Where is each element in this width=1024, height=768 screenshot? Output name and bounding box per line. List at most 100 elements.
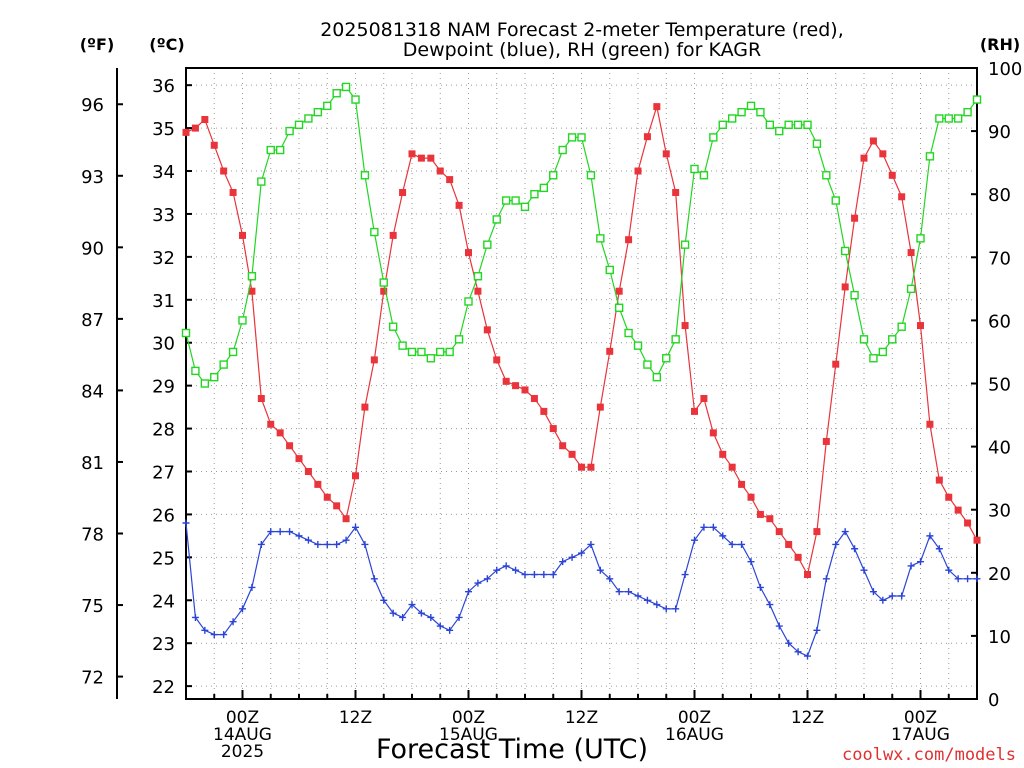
celsius-tick-label: 29 bbox=[152, 377, 175, 398]
dewpoint-point bbox=[653, 601, 661, 609]
temperature-point bbox=[625, 236, 633, 244]
rh-tick-label: 100 bbox=[988, 59, 1022, 80]
rh-point bbox=[275, 145, 285, 155]
rh-point bbox=[953, 114, 963, 123]
temperature-point bbox=[935, 476, 943, 484]
temperature-point bbox=[276, 429, 284, 437]
rh-point bbox=[963, 107, 972, 117]
rh-point bbox=[916, 234, 925, 243]
watermark: coolwx.com/models bbox=[842, 745, 1016, 765]
rh-point bbox=[323, 101, 332, 111]
dewpoint-point bbox=[662, 605, 670, 613]
dewpoint-point bbox=[681, 571, 689, 579]
rh-point bbox=[370, 227, 379, 237]
temperature-point bbox=[907, 249, 915, 257]
rh-point bbox=[219, 360, 228, 369]
rh-point bbox=[445, 347, 454, 357]
rh-point bbox=[417, 347, 426, 357]
dewpoint-point bbox=[719, 532, 727, 540]
temperature-point bbox=[691, 407, 698, 415]
rh-point bbox=[492, 215, 501, 224]
rh-point bbox=[388, 322, 398, 331]
temperature-point bbox=[898, 193, 906, 201]
temperature-point bbox=[766, 515, 774, 523]
dewpoint-point bbox=[304, 536, 312, 544]
dewpoint-point bbox=[342, 536, 350, 544]
dewpoint-point bbox=[869, 588, 877, 596]
temperature-point bbox=[446, 176, 454, 184]
rh-point bbox=[454, 335, 464, 344]
dewpoint-point bbox=[408, 601, 416, 609]
rh-point bbox=[840, 246, 850, 256]
dewpoint-point bbox=[286, 528, 294, 536]
dewpoint-point bbox=[766, 601, 774, 609]
temperature-point bbox=[841, 283, 849, 291]
dewpoint-point bbox=[738, 540, 746, 548]
rh-point bbox=[351, 95, 360, 104]
dewpoint-point bbox=[756, 583, 764, 591]
rh-point bbox=[605, 265, 614, 275]
rh-point bbox=[558, 145, 567, 155]
dewpoint-point bbox=[267, 528, 275, 536]
temperature-line bbox=[185, 106, 978, 577]
rh-series bbox=[181, 82, 982, 388]
dewpoint-point bbox=[295, 532, 303, 540]
rh-point bbox=[869, 354, 878, 363]
temperature-point bbox=[643, 133, 651, 141]
temperature-point bbox=[832, 360, 840, 368]
fahrenheit-tick-label: 87 bbox=[81, 310, 104, 331]
rh-point bbox=[313, 107, 323, 117]
time-tick-label: 12Z bbox=[791, 708, 824, 728]
temperature-point bbox=[672, 188, 680, 196]
dewpoint-point bbox=[634, 592, 642, 600]
dewpoint-point bbox=[775, 622, 783, 630]
celsius-tick-label: 35 bbox=[152, 119, 175, 140]
dewpoint-point bbox=[625, 588, 633, 596]
rh-point bbox=[878, 347, 888, 357]
fahrenheit-tick-label: 96 bbox=[81, 95, 104, 116]
celsius-tick-label: 34 bbox=[152, 162, 175, 183]
temperature-point bbox=[521, 386, 529, 394]
fahrenheit-tick-label: 90 bbox=[81, 238, 104, 259]
dewpoint-point bbox=[578, 549, 585, 557]
rh-point bbox=[257, 177, 266, 186]
rh-point bbox=[294, 120, 304, 129]
rh-line bbox=[185, 86, 978, 385]
rh-point bbox=[662, 354, 671, 363]
dewpoint-point bbox=[455, 613, 463, 621]
celsius-tick-label: 26 bbox=[152, 505, 175, 526]
dewpoint-point bbox=[512, 566, 520, 574]
rh-point bbox=[501, 196, 511, 205]
temperature-point bbox=[945, 493, 953, 501]
dewpoint-point bbox=[700, 523, 708, 531]
rh-point bbox=[247, 272, 257, 281]
rh-point bbox=[539, 183, 549, 193]
dewpoint-point bbox=[248, 583, 256, 591]
dewpoint-point bbox=[728, 540, 736, 548]
time-tick-label: 12Z bbox=[339, 708, 372, 728]
celsius-tick-label: 23 bbox=[152, 634, 175, 655]
rh-tick-label: 50 bbox=[988, 375, 1011, 396]
rh-point bbox=[690, 164, 699, 174]
rh-point bbox=[925, 152, 935, 161]
celsius-tick-label: 36 bbox=[152, 76, 175, 97]
temperature-point bbox=[869, 137, 877, 145]
dewpoint-point bbox=[587, 540, 595, 548]
fahrenheit-tick-label: 75 bbox=[81, 596, 104, 617]
rh-point bbox=[906, 284, 916, 294]
dewpoint-point bbox=[182, 519, 190, 527]
rh-tick-label: 10 bbox=[988, 627, 1011, 648]
temperature-point bbox=[191, 124, 199, 132]
rh-tick-label: 70 bbox=[988, 248, 1011, 269]
temperature-point bbox=[662, 150, 670, 158]
rh-tick-label: 60 bbox=[988, 311, 1011, 332]
dewpoint-point bbox=[615, 588, 623, 596]
rh-point bbox=[436, 347, 445, 357]
dewpoint-point bbox=[954, 575, 962, 583]
temperature-point bbox=[756, 510, 764, 518]
rh-point bbox=[200, 379, 210, 388]
rh-point bbox=[643, 360, 652, 369]
dewpoint-point bbox=[220, 631, 228, 639]
temperature-point bbox=[738, 480, 746, 488]
dewpoint-point bbox=[794, 648, 802, 656]
